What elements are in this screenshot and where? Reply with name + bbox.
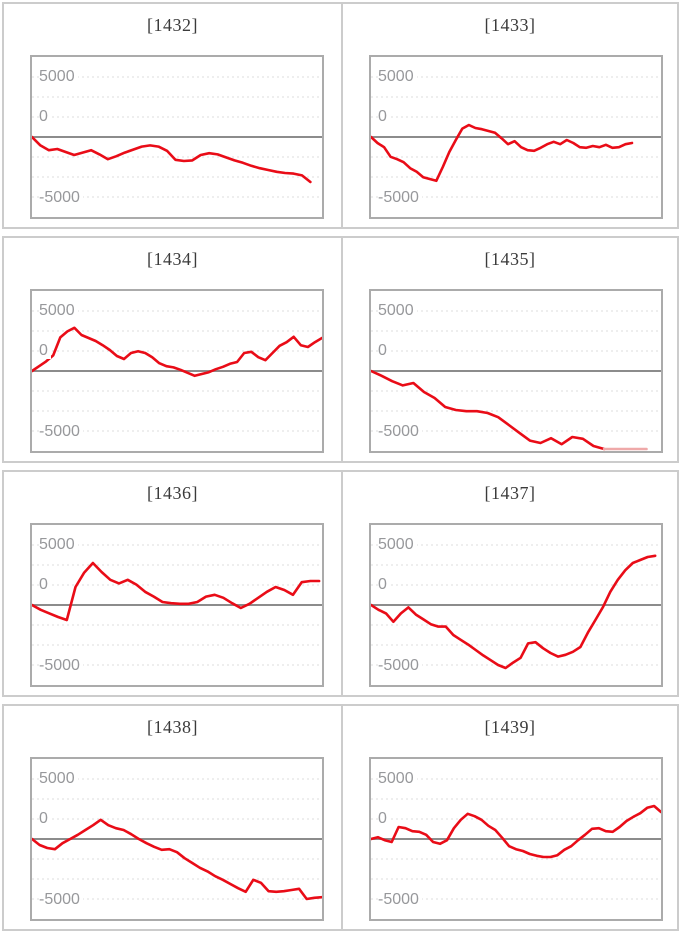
- y-axis-tick-0: 0: [39, 342, 51, 359]
- chart-panel-1434: [1434] 5000 0 -5000: [4, 238, 343, 461]
- line-chart-canvas: [32, 544, 322, 666]
- chart-plot-area: 5000 0 -5000: [30, 55, 324, 219]
- chart-title: [1439]: [484, 717, 536, 737]
- series-line: [371, 369, 606, 451]
- y-axis-tick-0: 0: [39, 576, 51, 593]
- charts-row-1: [1432] 5000 0 -5000 [1433] 5000 0 -5000: [2, 2, 679, 229]
- chart-plot-area: 5000 0 -5000: [30, 289, 324, 453]
- y-axis-tick-5000: 5000: [378, 68, 417, 85]
- y-axis-tick-5000: 5000: [378, 770, 417, 787]
- series-line: [32, 135, 312, 184]
- series-line: [371, 123, 634, 183]
- chart-title: [1438]: [147, 717, 198, 737]
- line-chart-canvas: [32, 310, 322, 432]
- series-line: [371, 804, 661, 859]
- chart-title: [1434]: [147, 249, 198, 269]
- line-chart-canvas: [371, 778, 661, 900]
- charts-row-2: [1434] 5000 0 -5000 [1435] 5000 0 -5000: [2, 236, 679, 463]
- chart-plot-area: 5000 0 -5000: [30, 523, 324, 687]
- y-axis-tick-neg5000: -5000: [39, 423, 83, 440]
- series-line: [371, 554, 657, 670]
- charts-row-3: [1436] 5000 0 -5000 [1437] 5000 0 -5000: [2, 470, 679, 697]
- y-axis-tick-0: 0: [39, 108, 51, 125]
- chart-title: [1432]: [147, 15, 198, 35]
- y-axis-tick-0: 0: [39, 810, 51, 827]
- chart-title: [1433]: [484, 15, 536, 35]
- y-axis-tick-neg5000: -5000: [39, 657, 83, 674]
- series-line: [32, 818, 322, 901]
- y-axis-tick-5000: 5000: [39, 770, 78, 787]
- chart-title: [1435]: [484, 249, 536, 269]
- y-axis-tick-0: 0: [378, 342, 390, 359]
- chart-panel-1438: [1438] 5000 0 -5000: [4, 706, 343, 929]
- chart-panel-1435: [1435] 5000 0 -5000: [343, 238, 677, 461]
- line-chart-canvas: [371, 544, 661, 670]
- chart-plot-area: 5000 0 -5000: [369, 55, 663, 219]
- y-axis-tick-neg5000: -5000: [39, 891, 83, 908]
- chart-plot-area: 5000 0 -5000: [369, 757, 663, 921]
- y-axis-tick-5000: 5000: [39, 68, 78, 85]
- y-axis-tick-5000: 5000: [39, 536, 78, 553]
- chart-plot-area: 5000 0 -5000: [369, 523, 663, 687]
- chart-panel-1437: [1437] 5000 0 -5000: [343, 472, 677, 695]
- line-chart-canvas: [32, 76, 322, 198]
- series-line: [32, 326, 322, 378]
- charts-row-4: [1438] 5000 0 -5000 [1439] 5000 0 -5000: [2, 704, 679, 931]
- chart-panel-1439: [1439] 5000 0 -5000: [343, 706, 677, 929]
- y-axis-tick-neg5000: -5000: [378, 423, 422, 440]
- line-chart-canvas: [371, 310, 661, 451]
- y-axis-tick-neg5000: -5000: [39, 189, 83, 206]
- chart-plot-area: 5000 0 -5000: [30, 757, 324, 921]
- y-axis-tick-0: 0: [378, 108, 390, 125]
- chart-panel-1436: [1436] 5000 0 -5000: [4, 472, 343, 695]
- y-axis-tick-0: 0: [378, 576, 390, 593]
- y-axis-tick-neg5000: -5000: [378, 189, 422, 206]
- y-axis-tick-5000: 5000: [378, 302, 417, 319]
- y-axis-tick-neg5000: -5000: [378, 657, 422, 674]
- chart-panel-1433: [1433] 5000 0 -5000: [343, 4, 677, 227]
- line-chart-canvas: [32, 778, 322, 901]
- chart-title: [1436]: [147, 483, 198, 503]
- chart-plot-area: 5000 0 -5000: [369, 289, 663, 453]
- chart-panel-1432: [1432] 5000 0 -5000: [4, 4, 343, 227]
- y-axis-tick-neg5000: -5000: [378, 891, 422, 908]
- chart-title: [1437]: [484, 483, 536, 503]
- y-axis-tick-5000: 5000: [39, 302, 78, 319]
- y-axis-tick-0: 0: [378, 810, 390, 827]
- line-chart-canvas: [371, 76, 661, 198]
- y-axis-tick-5000: 5000: [378, 536, 417, 553]
- series-line: [32, 561, 321, 622]
